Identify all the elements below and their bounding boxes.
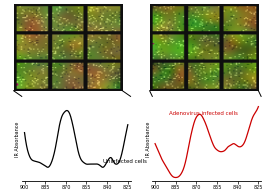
- Y-axis label: IR Absorbance: IR Absorbance: [146, 121, 151, 157]
- Text: Adenovirus infected cells: Adenovirus infected cells: [169, 111, 238, 115]
- Y-axis label: IR Absorbance: IR Absorbance: [16, 121, 20, 157]
- Text: Uninfected cells: Uninfected cells: [103, 159, 147, 164]
